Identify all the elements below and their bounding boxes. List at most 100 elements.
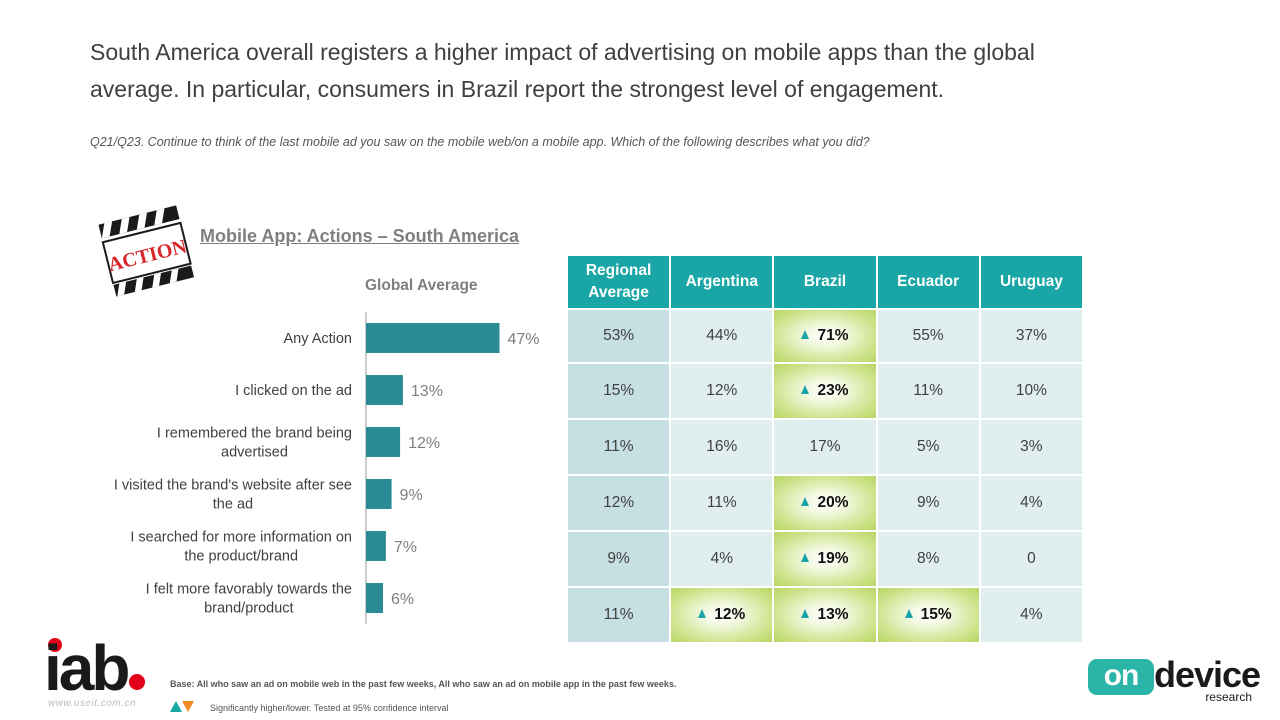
category-label: brand/product (204, 601, 293, 617)
table-row: 53% 44% 71% 55% 37% (568, 310, 1082, 362)
regional-data-table: Regional Average Argentina Brazil Ecuador Uru… (566, 254, 1084, 644)
table-cell: 11% (671, 476, 773, 530)
table-cell: 4% (980, 476, 1082, 530)
significance-legend: Significantly higher/lower. Tested at 95… (170, 701, 448, 713)
ondevice-research-logo: on device research (1088, 655, 1261, 705)
table-cell: 71% (774, 310, 876, 362)
table-header-text: Regional (585, 262, 652, 279)
table-cell-value: 12% (714, 606, 746, 623)
table-cell: 5% (877, 420, 979, 474)
table-cell: 23% (774, 364, 876, 418)
action-clapperboard-icon: ACTION (98, 205, 194, 297)
significant-higher-icon (801, 553, 810, 562)
table-cell: 12% (568, 476, 670, 530)
table-cell-value: 11% (913, 382, 944, 399)
table-cell-value: 8% (916, 550, 940, 567)
category-label: I remembered the brand being (157, 426, 352, 442)
table-cell: 8% (877, 532, 979, 586)
significant-higher-icon (801, 497, 810, 506)
table-cell: 53% (568, 310, 670, 362)
table-cell-value: 11% (603, 606, 634, 623)
table-header-2: Brazil (774, 256, 876, 308)
table-cell-value: 9% (607, 550, 630, 567)
table-cell: 10% (980, 364, 1082, 418)
bar (366, 323, 500, 353)
table-cell: 11% (877, 364, 979, 418)
table-cell: 12% (671, 588, 773, 642)
table-cell-value: 11% (603, 438, 634, 455)
table-cell: 16% (671, 420, 773, 474)
category-label: I clicked on the ad (235, 383, 352, 399)
table-cell: 12% (671, 364, 773, 418)
table-cell-value: 15% (603, 382, 635, 399)
category-label: I searched for more information on (130, 530, 352, 546)
headline-line-1: South America overall registers a higher… (90, 39, 1035, 65)
table-header-text: Brazil (803, 273, 847, 290)
headline: South America overall registers a higher… (90, 34, 1190, 108)
table-cell-value: 19% (817, 550, 849, 567)
table-cell: 17% (774, 420, 876, 474)
table-cell: 9% (877, 476, 979, 530)
table-header-text: Argentina (685, 273, 758, 290)
ondevice-logo-research: research (1205, 690, 1252, 704)
bar-value-label: 9% (400, 487, 423, 504)
significant-higher-icon (801, 609, 810, 618)
significant-higher-icon (904, 609, 913, 618)
significance-note: Significantly higher/lower. Tested at 95… (210, 703, 449, 713)
table-header-0: Regional Average (568, 256, 670, 308)
ondevice-logo-badge: on (1088, 659, 1154, 695)
table-cell: 55% (877, 310, 979, 362)
bar-value-label: 47% (507, 331, 539, 348)
table-cell: 19% (774, 532, 876, 586)
table-cell-value: 53% (603, 327, 635, 344)
table-cell-value: 10% (1015, 382, 1047, 399)
bar (366, 427, 401, 457)
category-label: Any Action (283, 331, 352, 347)
bar-value-label: 12% (408, 435, 440, 452)
bar (366, 531, 386, 561)
table-cell: 37% (980, 310, 1082, 362)
category-label: the ad (213, 497, 253, 513)
table-row: 15% 12% 23% 11% 10% (568, 364, 1082, 418)
table-cell: 4% (980, 588, 1082, 642)
bar (366, 375, 403, 405)
table-cell-value: 13% (817, 606, 849, 623)
bar-value-label: 6% (391, 591, 414, 608)
table-cell: 3% (980, 420, 1082, 474)
table-cell-value: 5% (916, 438, 940, 455)
significant-higher-icon (801, 385, 810, 394)
table-cell-value: 55% (912, 327, 944, 344)
table-header-text: Uruguay (999, 273, 1063, 290)
table-cell-value: 20% (817, 494, 849, 511)
table-cell-value: 4% (1020, 494, 1043, 511)
table-cell-value: 0 (1027, 550, 1036, 567)
table-row: 12% 11% 20% 9% 4% (568, 476, 1082, 530)
table-cell: 9% (568, 532, 670, 586)
table-header-1: Argentina (671, 256, 773, 308)
bar-value-label: 7% (394, 539, 417, 556)
category-label: advertised (221, 445, 288, 461)
table-cell: 13% (774, 588, 876, 642)
survey-question: Q21/Q23. Continue to think of the last m… (90, 135, 870, 149)
chart-title: Global Average (365, 277, 478, 294)
table-cell-value: 4% (1020, 606, 1043, 623)
category-label: the product/brand (184, 549, 298, 565)
table-cell: 44% (671, 310, 773, 362)
bar-value-label: 13% (411, 383, 443, 400)
table-row: 11% 12% 13% 15% 4% (568, 588, 1082, 642)
significant-higher-icon (170, 701, 182, 712)
table-cell: 15% (568, 364, 670, 418)
table-cell-value: 15% (920, 606, 952, 623)
table-header-3: Ecuador (877, 256, 979, 308)
iab-logo: iab (44, 636, 146, 700)
global-average-bar-chart: 47% Any Action 13% I clicked on the ad 12% I … (114, 312, 540, 624)
category-label: I felt more favorably towards the (146, 582, 352, 598)
table-cell-value: 23% (817, 382, 849, 399)
watermark: www.useit.com.cn (48, 698, 137, 709)
table-header-text: Average (588, 284, 649, 301)
headline-line-2: average. In particular, consumers in Bra… (90, 76, 945, 102)
table-cell-value: 12% (603, 494, 635, 511)
table-cell: 4% (671, 532, 773, 586)
table-cell: 15% (877, 588, 979, 642)
table-cell-value: 4% (710, 550, 733, 567)
